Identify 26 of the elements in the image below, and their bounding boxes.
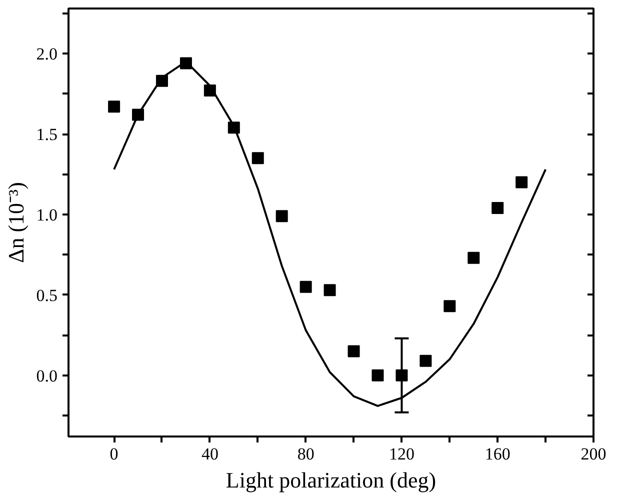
- x-axis-title: Light polarization (deg): [226, 468, 436, 492]
- point: [324, 284, 336, 296]
- x-tick-label: 80: [297, 444, 314, 464]
- x-tick-label: 200: [580, 444, 606, 464]
- text: 0.0: [36, 366, 58, 386]
- text: 2.0: [36, 44, 58, 64]
- x-tick-label: 40: [201, 444, 218, 464]
- point: [396, 369, 408, 382]
- point: [348, 345, 360, 358]
- point: [276, 210, 288, 222]
- y-axis-title: Δn (10⁻³): [3, 182, 28, 263]
- point: [516, 176, 528, 188]
- y-tick-label: 1.5: [36, 125, 58, 144]
- x-tick-label: 160: [484, 444, 510, 464]
- point: [444, 300, 456, 312]
- point: [420, 354, 432, 367]
- point: [492, 202, 504, 214]
- point: [252, 152, 264, 164]
- point: [468, 252, 480, 264]
- x-tick-label: 0: [110, 444, 118, 464]
- point: [372, 369, 384, 382]
- x-tick-label: 120: [388, 444, 414, 464]
- point: [300, 280, 312, 293]
- point: [108, 100, 120, 113]
- y-tick-label: 0.5: [36, 286, 58, 305]
- text: 1.0: [36, 205, 58, 224]
